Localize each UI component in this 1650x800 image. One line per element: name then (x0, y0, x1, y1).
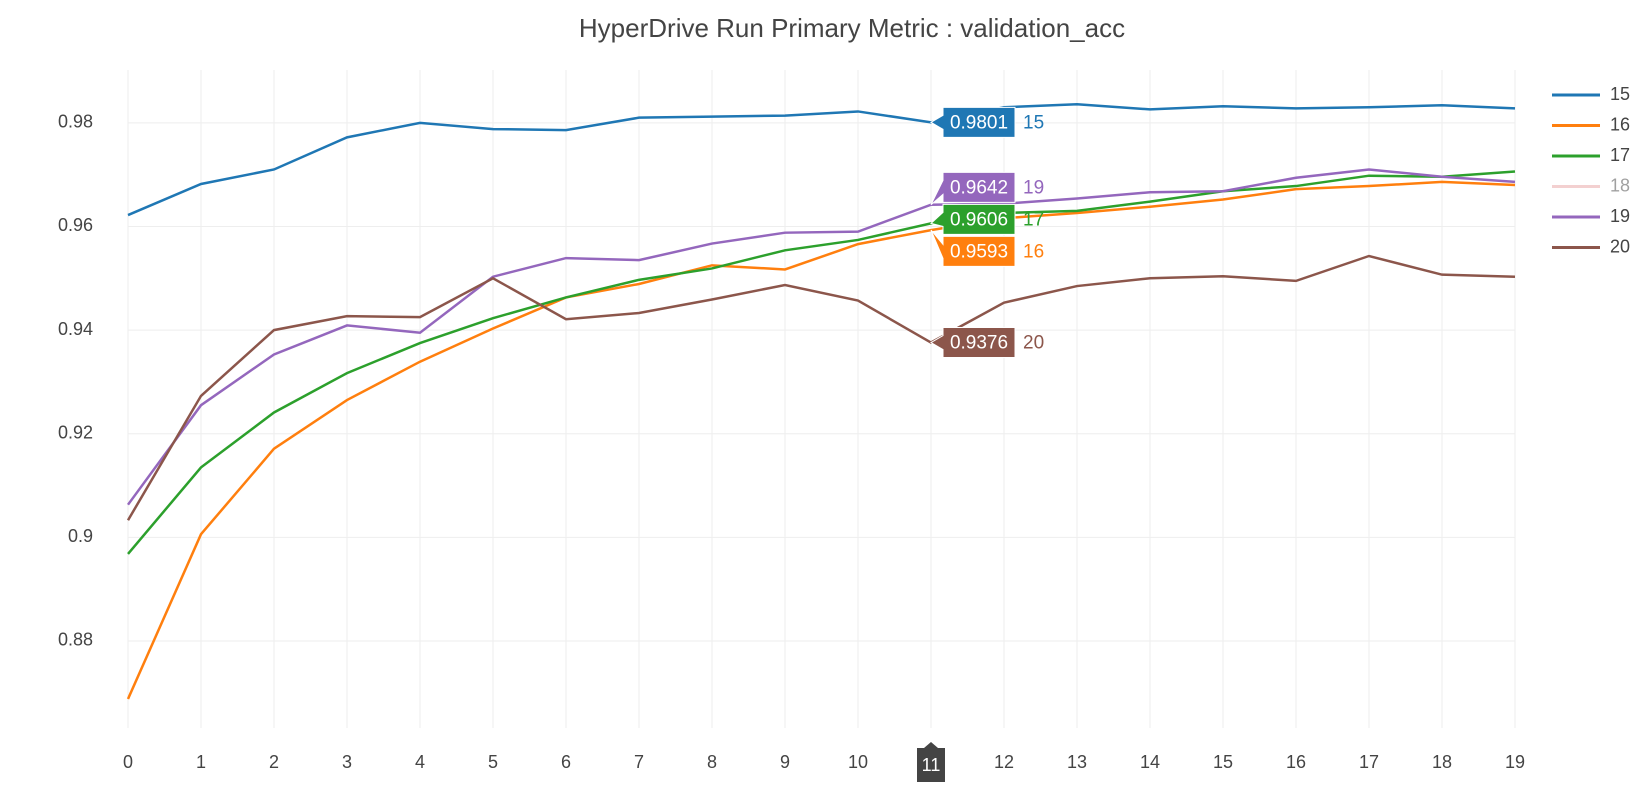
x-tick-label: 13 (1067, 752, 1087, 772)
hover-value: 0.9376 (950, 333, 1008, 354)
legend-label: 16 (1610, 114, 1630, 134)
x-tick-label: 5 (488, 752, 498, 772)
x-tick-label: 4 (415, 752, 425, 772)
hover-box (930, 171, 1016, 206)
hover-x-box (917, 742, 945, 782)
hover-x-value: 11 (922, 755, 941, 775)
legend-label: 17 (1610, 145, 1630, 165)
chart-title: HyperDrive Run Primary Metric : validati… (579, 13, 1125, 43)
hover-label: 0.9606 17 (929, 203, 1044, 235)
hover-label: 0.9642 19 (930, 171, 1044, 206)
legend-item[interactable]: 17 (1552, 145, 1630, 165)
x-tick-label: 16 (1286, 752, 1306, 772)
x-tick-label: 10 (848, 752, 868, 772)
legend-item[interactable]: 19 (1552, 206, 1630, 226)
legend-item[interactable]: 15 (1552, 84, 1630, 104)
series-line (126, 254, 1516, 521)
hover-box (930, 106, 1016, 138)
y-tick-label: 0.88 (58, 630, 93, 650)
series-line (126, 180, 1516, 700)
legend-item[interactable]: 20 (1552, 236, 1630, 256)
hover-label: 0.9593 16 (930, 229, 1044, 267)
hover-box (930, 327, 1016, 359)
hover-name: 15 (1023, 112, 1044, 133)
hover-x-label: 11 (917, 742, 945, 782)
legend-label: 20 (1610, 236, 1630, 256)
hover-name: 20 (1023, 333, 1044, 354)
grid (127, 70, 1516, 728)
hover-value: 0.9593 (950, 241, 1008, 262)
x-tick-label: 12 (994, 752, 1014, 772)
x-tick-label: 6 (561, 752, 571, 772)
series-line (127, 102, 1516, 217)
hover-value: 0.9801 (950, 112, 1008, 133)
x-tick-label: 15 (1213, 752, 1233, 772)
x-tick-label: 7 (634, 752, 644, 772)
legend-label: 15 (1610, 84, 1630, 104)
legend-label: 18 (1610, 175, 1630, 195)
hover-name: 19 (1023, 177, 1044, 198)
hover-box (929, 203, 1016, 235)
y-tick-label: 0.92 (58, 422, 93, 442)
hover-name: 16 (1023, 241, 1044, 262)
y-tick-label: 0.98 (58, 112, 93, 132)
hover-box (930, 229, 1016, 267)
hover-label: 0.9376 20 (930, 327, 1044, 359)
legend-item[interactable]: 18 (1552, 175, 1630, 195)
series-line (127, 170, 1516, 555)
x-tick-label: 8 (707, 752, 717, 772)
legend-item[interactable]: 16 (1552, 114, 1630, 134)
x-tick-label: 14 (1140, 752, 1160, 772)
legend-label: 19 (1610, 206, 1630, 226)
y-tick-label: 0.96 (58, 215, 93, 235)
x-tick-label: 1 (196, 752, 206, 772)
x-tick-label: 2 (269, 752, 279, 772)
hover-value: 0.9606 (950, 209, 1008, 230)
x-tick-label: 0 (123, 752, 133, 772)
x-tick-label: 18 (1432, 752, 1452, 772)
x-tick-label: 9 (780, 752, 790, 772)
y-tick-label: 0.94 (58, 319, 93, 339)
y-tick-label: 0.9 (68, 526, 93, 546)
x-tick-label: 17 (1359, 752, 1379, 772)
x-tick-label: 3 (342, 752, 352, 772)
hover-name: 17 (1023, 209, 1044, 230)
hover-value: 0.9642 (950, 177, 1008, 198)
series-line (126, 168, 1516, 506)
x-tick-label: 19 (1505, 752, 1525, 772)
hover-label: 0.9801 15 (930, 106, 1044, 138)
